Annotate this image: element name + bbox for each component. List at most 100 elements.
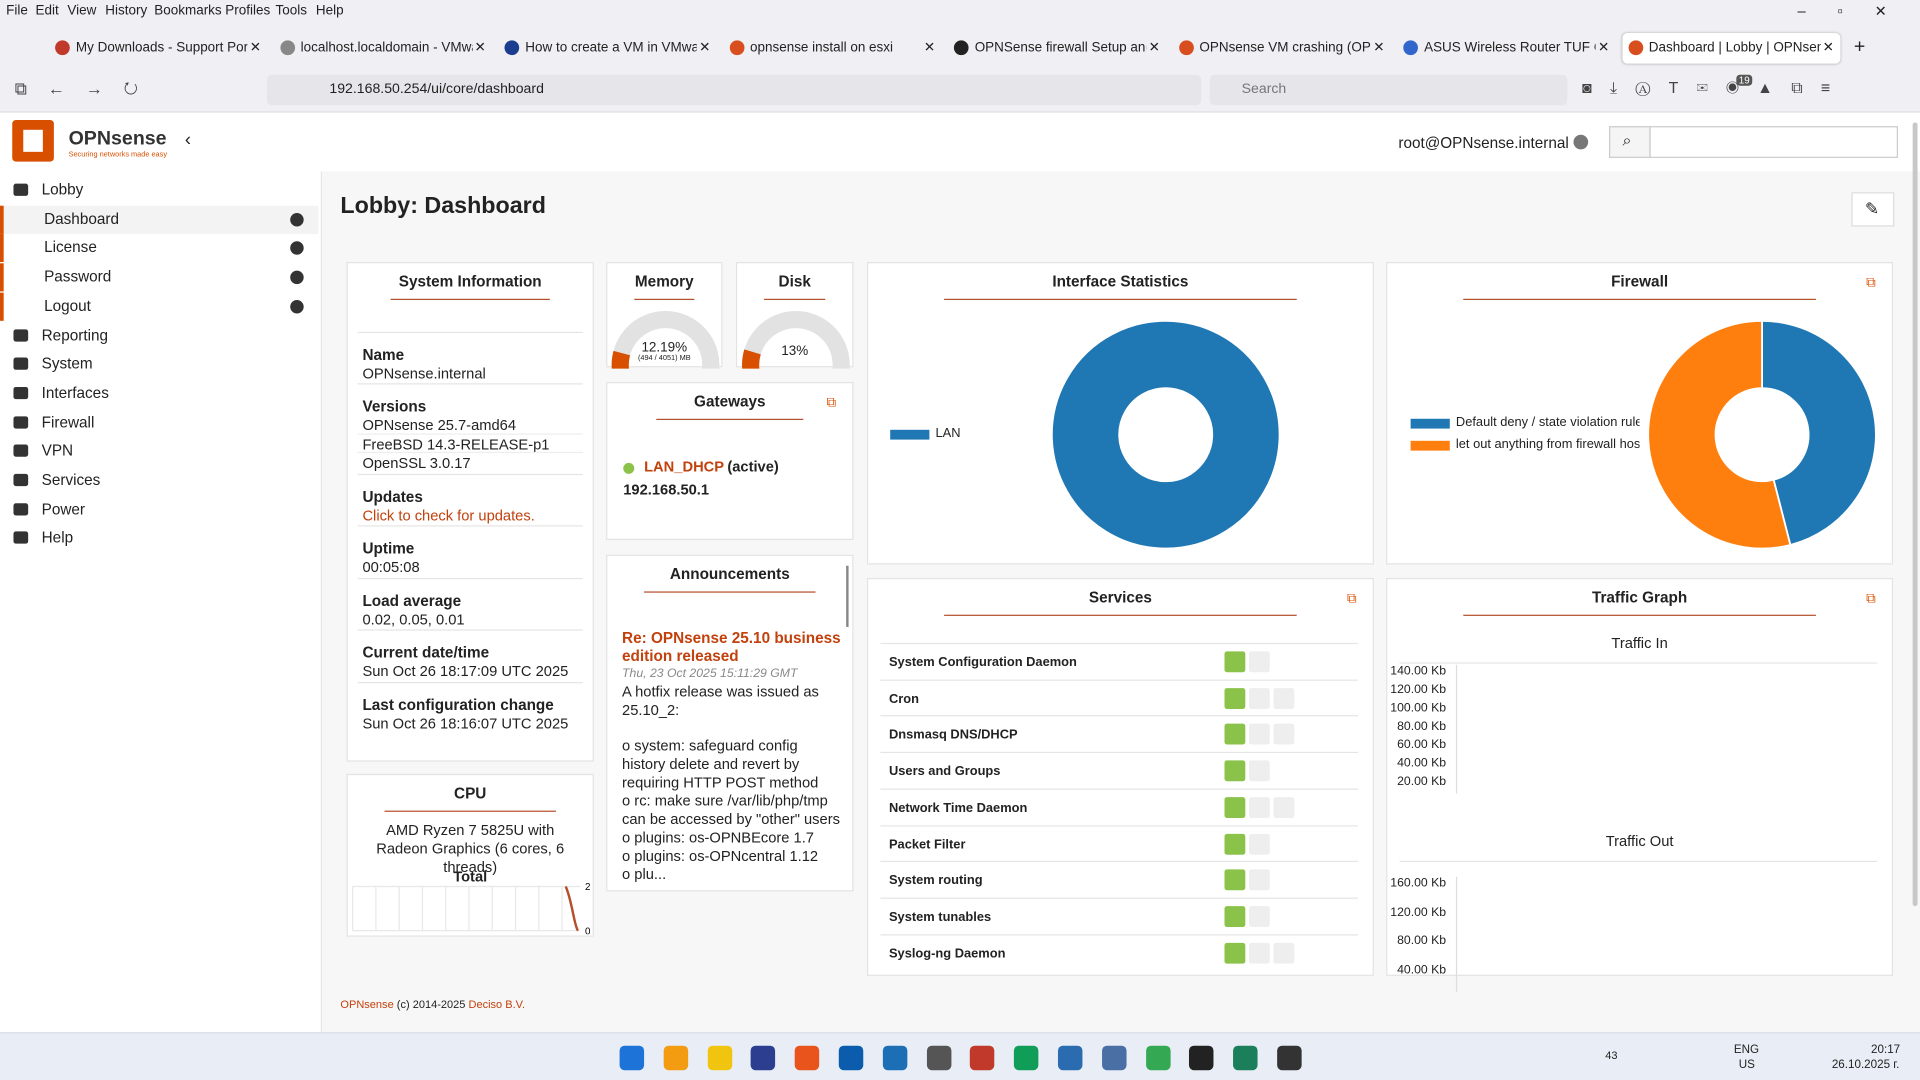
taskbar-app[interactable]	[1189, 1045, 1214, 1071]
taskbar-app[interactable]	[619, 1045, 645, 1071]
menu-item[interactable]: Profiles	[225, 3, 271, 19]
external-link[interactable]: ⧉	[826, 395, 837, 411]
taskbar-app[interactable]	[926, 1045, 951, 1071]
footer-company[interactable]: Deciso B.V.	[468, 997, 526, 1011]
taskbar-app[interactable]	[1233, 1045, 1258, 1071]
sidebar-item[interactable]: Firewall	[0, 408, 318, 436]
sidebar-item[interactable]: Password	[0, 263, 318, 292]
tab-close[interactable]: ✕	[699, 40, 711, 56]
status-dot	[623, 462, 635, 474]
y-tick-label: 40.00 Kb	[1397, 963, 1447, 977]
tab-close[interactable]: ✕	[1822, 40, 1834, 56]
taskbar-app[interactable]	[1014, 1045, 1039, 1071]
tab[interactable]: OPNsense VM crashing (OPNse✕	[1172, 33, 1390, 64]
tab-close[interactable]: ✕	[923, 40, 936, 56]
taskbar-app[interactable]	[751, 1045, 776, 1071]
tab-close[interactable]: ✕	[1373, 40, 1385, 56]
search-bar[interactable]: Search	[1209, 74, 1568, 106]
menu-item[interactable]: File	[6, 3, 28, 19]
sidebar-item[interactable]: Help	[0, 525, 318, 553]
menu-item[interactable]: Bookmarks	[154, 3, 222, 19]
tab-close[interactable]: ✕	[1148, 40, 1160, 56]
restart-button[interactable]	[1248, 833, 1270, 855]
tab[interactable]: My Downloads - Support Portal ✕	[49, 33, 267, 64]
y-tick-label: 160.00 Kb	[1390, 876, 1447, 891]
separator	[1399, 860, 1878, 863]
tab-close[interactable]: ✕	[249, 40, 262, 56]
menu-item[interactable]: Help	[315, 3, 344, 19]
tab-close[interactable]: ✕	[474, 40, 486, 56]
tab[interactable]: localhost.localdomain - VMware ✕	[274, 33, 492, 64]
sidebar-item[interactable]: Dashboard	[0, 205, 319, 234]
tab-close[interactable]: ✕	[1597, 40, 1610, 56]
stop-button[interactable]	[1273, 796, 1295, 818]
widget-title: Services	[1088, 588, 1152, 607]
menu-item[interactable]: Tools	[275, 3, 307, 19]
sidebar-item[interactable]: System	[0, 350, 318, 378]
widget: Firewall ⧉ Default deny / state violation …	[1386, 262, 1894, 565]
sidebar-item[interactable]: Services	[0, 467, 318, 495]
external-link[interactable]: ⧉	[1346, 591, 1357, 607]
taskbar-app[interactable]	[970, 1045, 995, 1071]
menu-item[interactable]: View	[67, 3, 97, 19]
paragraph: o plugins: os-OPNcentral 1.12	[622, 847, 819, 865]
taskbar-app[interactable]	[1277, 1045, 1302, 1071]
stop-button[interactable]	[1273, 687, 1295, 709]
restart-button[interactable]	[1248, 869, 1270, 891]
legend-label: LAN	[935, 426, 961, 441]
taskbar-app[interactable]	[1145, 1045, 1171, 1071]
search-button[interactable]	[1608, 126, 1651, 158]
restart-button[interactable]	[1248, 796, 1270, 818]
user[interactable]: root@OPNsense.internal	[1398, 134, 1569, 152]
taskbar-app[interactable]	[707, 1045, 732, 1071]
restart-button[interactable]	[1248, 651, 1270, 673]
sidebar-item[interactable]: Interfaces	[0, 379, 318, 407]
stop-button[interactable]	[1273, 942, 1295, 964]
restart-button[interactable]	[1248, 687, 1270, 709]
taskbar-app[interactable]	[794, 1045, 820, 1071]
gauge-track	[742, 311, 850, 369]
footer-brand[interactable]: OPNsense	[340, 997, 394, 1011]
status-dot	[1573, 134, 1589, 150]
taskbar-app[interactable]	[1101, 1045, 1127, 1071]
sidebar-item[interactable]: License	[0, 234, 318, 263]
menu-item[interactable]: Edit	[35, 3, 59, 19]
service-name: System routing	[888, 873, 983, 888]
taskbar-app[interactable]	[838, 1045, 864, 1071]
item-icon	[13, 386, 29, 400]
sidebar-item[interactable]: Logout	[0, 292, 318, 321]
external-link[interactable]: ⧉	[1866, 591, 1876, 607]
tab[interactable]: ASUS Wireless Router TUF GAM✕	[1397, 33, 1615, 64]
sidebar-item[interactable]: Lobby	[0, 176, 318, 204]
logo-text: OPNsense	[68, 128, 167, 150]
restart-button[interactable]	[1248, 760, 1270, 782]
taskbar-app[interactable]	[1057, 1045, 1083, 1071]
sidebar-item[interactable]: VPN	[0, 438, 318, 466]
gauge-label: 12.19%	[641, 340, 688, 356]
sidebar-item[interactable]: Power	[0, 496, 318, 524]
tab[interactable]: OPNSense firewall Setup and in✕	[948, 33, 1166, 64]
stop-button[interactable]	[1273, 724, 1295, 745]
external-link[interactable]: ⧉	[1866, 275, 1876, 291]
collapse-toggle[interactable]: ‹	[184, 129, 192, 151]
tab[interactable]: How to create a VM in VMware ✕	[498, 33, 716, 64]
tab[interactable]: Dashboard | Lobby | OPNsense ✕	[1621, 33, 1840, 64]
restart-button[interactable]	[1248, 905, 1270, 927]
menu-item[interactable]: History	[105, 3, 148, 19]
taskbar-app[interactable]	[663, 1045, 688, 1071]
new-tab[interactable]: +	[1853, 36, 1866, 58]
gauge	[742, 311, 850, 369]
sidebar-item[interactable]: Reporting	[0, 321, 318, 349]
separator	[357, 473, 583, 476]
url-bar[interactable]: 192.168.50.254/ui/core/dashboard	[266, 74, 1202, 106]
search-input[interactable]	[1649, 126, 1898, 158]
restart-button[interactable]	[1248, 942, 1270, 964]
edit-button[interactable]	[1851, 192, 1895, 227]
field-value[interactable]: Click to check for updates.	[362, 506, 535, 525]
announcement-body: A hotfix release was issued as 25.10_2: o…	[622, 683, 845, 884]
tab[interactable]: opnsense install on esxi ✕	[723, 33, 941, 64]
taskbar-app[interactable]	[882, 1045, 908, 1071]
restart-button[interactable]	[1248, 724, 1270, 745]
headline[interactable]: Re: OPNsense 25.10 business edition rele…	[622, 629, 841, 665]
title-underline	[634, 298, 695, 301]
